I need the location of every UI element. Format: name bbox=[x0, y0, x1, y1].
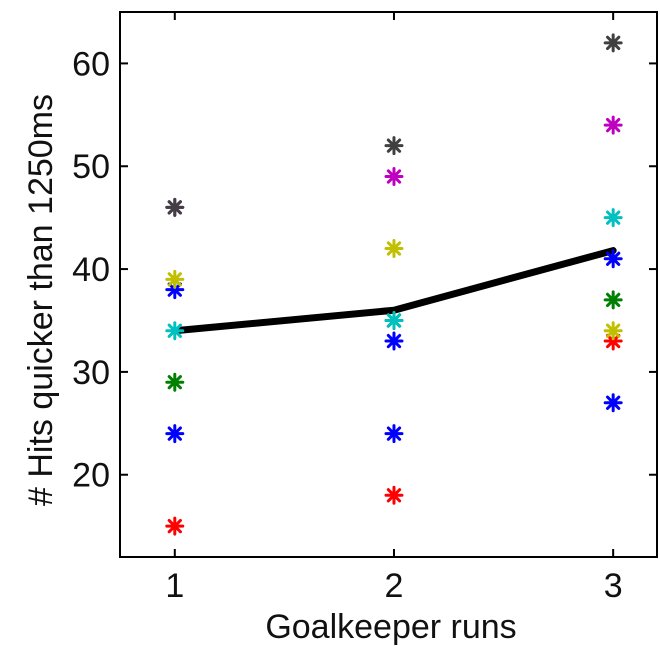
data-point bbox=[165, 516, 185, 536]
y-tick-label: 30 bbox=[72, 354, 110, 392]
data-point bbox=[384, 424, 404, 444]
data-point bbox=[165, 372, 185, 392]
plot-area: 1 2 3 20 30 40 50 60 bbox=[72, 11, 658, 605]
data-point bbox=[603, 321, 623, 341]
data-point bbox=[384, 239, 404, 259]
data-point bbox=[165, 197, 185, 217]
data-point bbox=[384, 167, 404, 187]
data-point bbox=[603, 249, 623, 269]
data-point bbox=[384, 485, 404, 505]
data-point bbox=[603, 33, 623, 53]
data-point bbox=[165, 269, 185, 289]
x-tick-label: 1 bbox=[165, 567, 184, 605]
plot-frame bbox=[119, 11, 658, 558]
y-tick-label: 20 bbox=[72, 457, 110, 495]
x-tick-label: 2 bbox=[385, 567, 404, 605]
x-axis-label: Goalkeeper runs bbox=[265, 608, 516, 646]
data-point bbox=[165, 424, 185, 444]
y-tick-label: 60 bbox=[72, 45, 110, 83]
data-point bbox=[165, 280, 185, 300]
data-point bbox=[384, 310, 404, 330]
y-axis-label: # Hits quicker than 1250ms bbox=[22, 94, 60, 506]
data-point bbox=[603, 331, 623, 351]
data-point bbox=[603, 393, 623, 413]
data-point bbox=[384, 136, 404, 156]
y-tick-label: 50 bbox=[72, 148, 110, 186]
data-point bbox=[603, 115, 623, 135]
data-point bbox=[603, 208, 623, 228]
mean-line bbox=[171, 247, 617, 335]
data-point bbox=[384, 331, 404, 351]
data-point bbox=[165, 321, 185, 341]
x-tick-label: 3 bbox=[604, 567, 623, 605]
y-tick-label: 40 bbox=[72, 251, 110, 289]
data-point bbox=[603, 290, 623, 310]
